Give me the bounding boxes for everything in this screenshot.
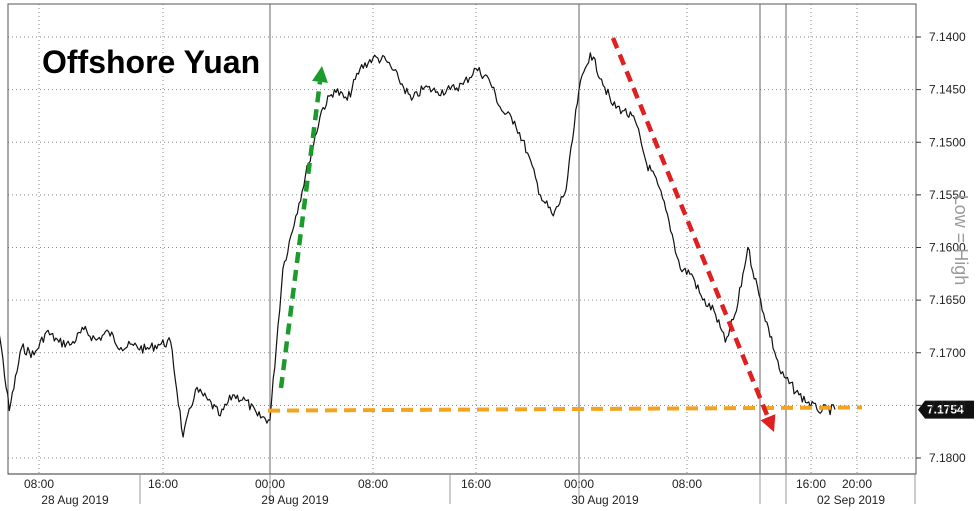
y-tick-label: 7.1550	[929, 188, 966, 202]
y-tick-label: 7.1700	[929, 346, 966, 360]
x-tick-label: 00:00	[564, 477, 594, 491]
rise-arrow-shaft	[278, 81, 323, 389]
x-date-label: 28 Aug 2019	[41, 493, 109, 507]
chart-title: Offshore Yuan	[42, 44, 260, 80]
series-group	[0, 52, 836, 438]
x-tick-label: 00:00	[255, 477, 285, 491]
last-value-label: 7.1754	[927, 403, 964, 417]
last-value-tag-bg	[918, 400, 974, 419]
fall-arrow-shaft	[610, 37, 771, 419]
y-tick-label: 7.1400	[929, 30, 966, 44]
y-tick-label: 7.1800	[929, 451, 966, 465]
y-tick-label: 7.1500	[929, 135, 966, 149]
x-date-label: 02 Sep 2019	[817, 493, 885, 507]
y-tick-label: 7.1750	[929, 398, 966, 412]
x-tick-label: 16:00	[148, 477, 178, 491]
rise-arrow	[278, 66, 328, 389]
x-tick-label: 16:00	[461, 477, 491, 491]
y-tick-label: 7.1450	[929, 83, 966, 97]
last-value-tag: 7.1754	[918, 400, 974, 419]
y-axis-label: Low = High	[951, 195, 971, 286]
x-tick-label: 08:00	[672, 477, 702, 491]
x-tick-label: 08:00	[358, 477, 388, 491]
series-line	[0, 52, 836, 438]
fall-arrow-head	[760, 414, 776, 432]
annotations: 7.1754	[267, 37, 974, 432]
y-tick-label: 7.1650	[929, 293, 966, 307]
x-date-label: 29 Aug 2019	[261, 493, 329, 507]
x-tick-label: 20:00	[842, 477, 872, 491]
y-tick-label: 7.1600	[929, 241, 966, 255]
fall-arrow	[610, 37, 776, 432]
x-date-label: 30 Aug 2019	[571, 493, 639, 507]
x-tick-label: 16:00	[796, 477, 826, 491]
rise-arrow-head	[312, 66, 328, 83]
axis-labels: 7.1400 7.1450 7.1500 7.1550 7.1600 7.1650 7.17…	[24, 30, 971, 507]
x-tick-label: 08:00	[24, 477, 54, 491]
